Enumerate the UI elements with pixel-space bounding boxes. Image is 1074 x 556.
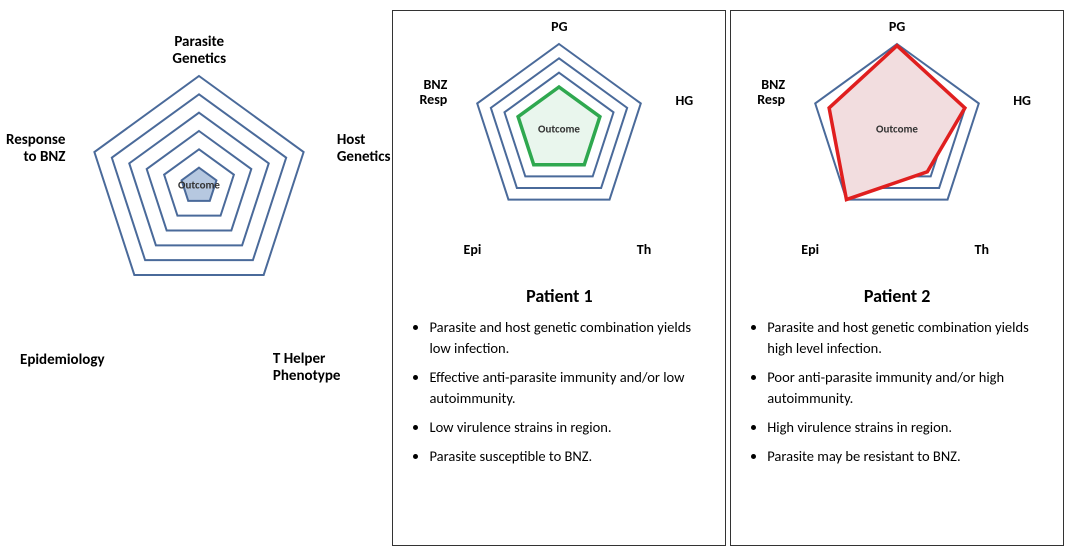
p2-axis-ur: HG (1013, 93, 1031, 108)
p2-axis-ll: Epi (801, 242, 819, 257)
axis-ul: Response to BNZ (6, 132, 65, 165)
bullet-item: Effective anti-parasite immunity and/or … (429, 367, 715, 409)
patient1-radar: Outcome PG HG Th Epi BNZ Resp (403, 19, 715, 279)
bullet-item: High virulence strains in region. (767, 417, 1053, 438)
p2-axis-ul: BNZ Resp (757, 77, 785, 108)
patient2-bullets: Parasite and host genetic combination yi… (741, 317, 1053, 467)
patient2-title: Patient 2 (741, 285, 1053, 307)
p2-axis-top: PG (889, 19, 905, 34)
patient1-bullets: Parasite and host genetic combination yi… (403, 317, 715, 467)
p1-axis-lr: Th (637, 242, 651, 257)
axis-lr: T Helper Phenotype (273, 351, 341, 384)
bullet-item: Parasite and host genetic combination yi… (429, 317, 715, 359)
bullet-item: Parasite susceptible to BNZ. (429, 446, 715, 467)
p2-axis-lr: Th (975, 242, 989, 257)
reference-radar-svg: Outcome (69, 50, 329, 310)
axis-ll: Epidemiology (20, 352, 105, 369)
svg-text:Outcome: Outcome (538, 123, 580, 136)
bullet-item: Poor anti-parasite immunity and/or high … (767, 367, 1053, 409)
p1-axis-ul: BNZ Resp (419, 77, 447, 108)
patient2-radar: Outcome PG HG Th Epi BNZ Resp (741, 19, 1053, 279)
bullet-item: Low virulence strains in region. (429, 417, 715, 438)
axis-ur: Host Genetics (337, 132, 391, 165)
patient1-panel: Outcome PG HG Th Epi BNZ Resp Patient 1 … (392, 10, 726, 546)
reference-radar: Outcome Parasite Genetics Host Genetics … (10, 50, 388, 370)
p1-axis-ll: Epi (463, 242, 481, 257)
p1-axis-top: PG (551, 19, 567, 34)
axis-top: Parasite Genetics (172, 34, 226, 67)
patient1-title: Patient 1 (403, 285, 715, 307)
svg-text:Outcome: Outcome (876, 123, 918, 136)
p1-axis-ur: HG (675, 93, 693, 108)
svg-text:Outcome: Outcome (178, 179, 220, 192)
reference-panel: Outcome Parasite Genetics Host Genetics … (10, 10, 388, 546)
bullet-item: Parasite may be resistant to BNZ. (767, 446, 1053, 467)
patient2-radar-svg: Outcome (792, 19, 1002, 229)
bullet-item: Parasite and host genetic combination yi… (767, 317, 1053, 359)
patient1-radar-svg: Outcome (454, 19, 664, 229)
patient2-panel: Outcome PG HG Th Epi BNZ Resp Patient 2 … (730, 10, 1064, 546)
